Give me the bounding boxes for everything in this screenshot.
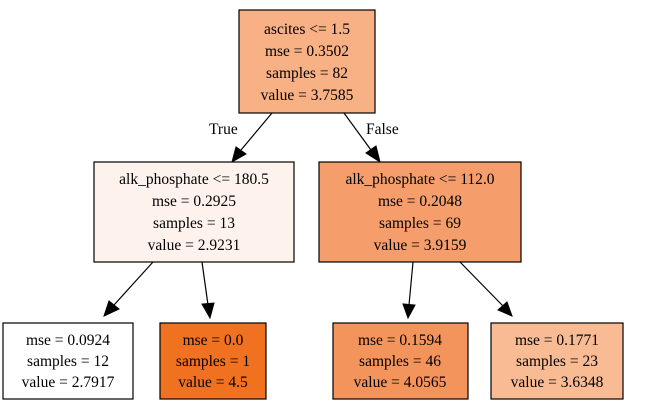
node-mse-label: mse = 0.2048: [378, 193, 462, 210]
tree-leaf-1: mse = 0.0924 samples = 12 value = 2.7917: [2, 322, 134, 400]
node-value-label: value = 2.9231: [148, 237, 241, 254]
node-mse-label: mse = 0.0: [183, 332, 244, 349]
tree-node-root: ascites <= 1.5 mse = 0.3502 samples = 82…: [238, 9, 376, 114]
node-split-label: alk_phosphate <= 180.5: [119, 171, 269, 188]
node-mse-label: mse = 0.1771: [515, 332, 599, 349]
edge-n2-n5: [408, 261, 414, 306]
edge-label-true: True: [209, 121, 238, 138]
node-samples-label: samples = 12: [27, 353, 109, 370]
node-mse-label: mse = 0.3502: [265, 43, 349, 60]
arrow-head-n1-n4: [201, 302, 215, 320]
tree-node-left: alk_phosphate <= 180.5 mse = 0.2925 samp…: [93, 161, 295, 263]
node-split-label: ascites <= 1.5: [264, 21, 350, 38]
edge-n1-n4: [201, 261, 209, 306]
arrow-head-n1-n3: [103, 300, 120, 317]
node-value-label: value = 3.6348: [511, 374, 604, 391]
arrow-head-n0-n2: [365, 145, 381, 164]
edge-n1-n3: [113, 261, 154, 306]
node-box: [332, 322, 469, 400]
node-value-label: value = 2.7917: [22, 374, 115, 391]
edge-n0-n2: [343, 112, 372, 151]
node-value-label: value = 3.9159: [374, 237, 467, 254]
node-samples-label: samples = 82: [266, 65, 348, 82]
tree-leaf-2: mse = 0.0 samples = 1 value = 4.5: [159, 322, 267, 400]
node-samples-label: samples = 1: [176, 353, 250, 370]
node-box: [2, 322, 134, 400]
tree-edges: True False: [103, 112, 513, 320]
edge-n0-n1: [240, 112, 273, 151]
tree-leaf-3: mse = 0.1594 samples = 46 value = 4.0565: [332, 322, 469, 400]
node-value-label: value = 4.5: [178, 374, 248, 391]
node-box: [318, 161, 522, 263]
tree-nodes: ascites <= 1.5 mse = 0.3502 samples = 82…: [2, 9, 624, 400]
node-box: [238, 9, 376, 114]
edge-n2-n6: [459, 261, 504, 307]
edge-label-false: False: [366, 121, 399, 138]
node-mse-label: mse = 0.0924: [26, 332, 110, 349]
node-split-label: alk_phosphate <= 112.0: [345, 171, 494, 188]
tree-leaf-4: mse = 0.1771 samples = 23 value = 3.6348: [490, 322, 624, 400]
node-box: [490, 322, 624, 400]
arrow-head-n0-n1: [231, 146, 247, 164]
arrow-head-n2-n5: [402, 303, 416, 320]
node-value-label: value = 3.7585: [261, 87, 354, 104]
node-samples-label: samples = 46: [359, 353, 441, 370]
arrow-head-n2-n6: [497, 301, 513, 317]
node-box: [159, 322, 267, 400]
node-samples-label: samples = 13: [153, 215, 235, 232]
node-value-label: value = 4.0565: [354, 374, 447, 391]
node-box: [93, 161, 295, 263]
node-mse-label: mse = 0.1594: [358, 332, 442, 349]
node-samples-label: samples = 23: [516, 353, 598, 370]
node-samples-label: samples = 69: [379, 215, 461, 232]
tree-node-right: alk_phosphate <= 112.0 mse = 0.2048 samp…: [318, 161, 522, 263]
node-mse-label: mse = 0.2925: [152, 193, 236, 210]
